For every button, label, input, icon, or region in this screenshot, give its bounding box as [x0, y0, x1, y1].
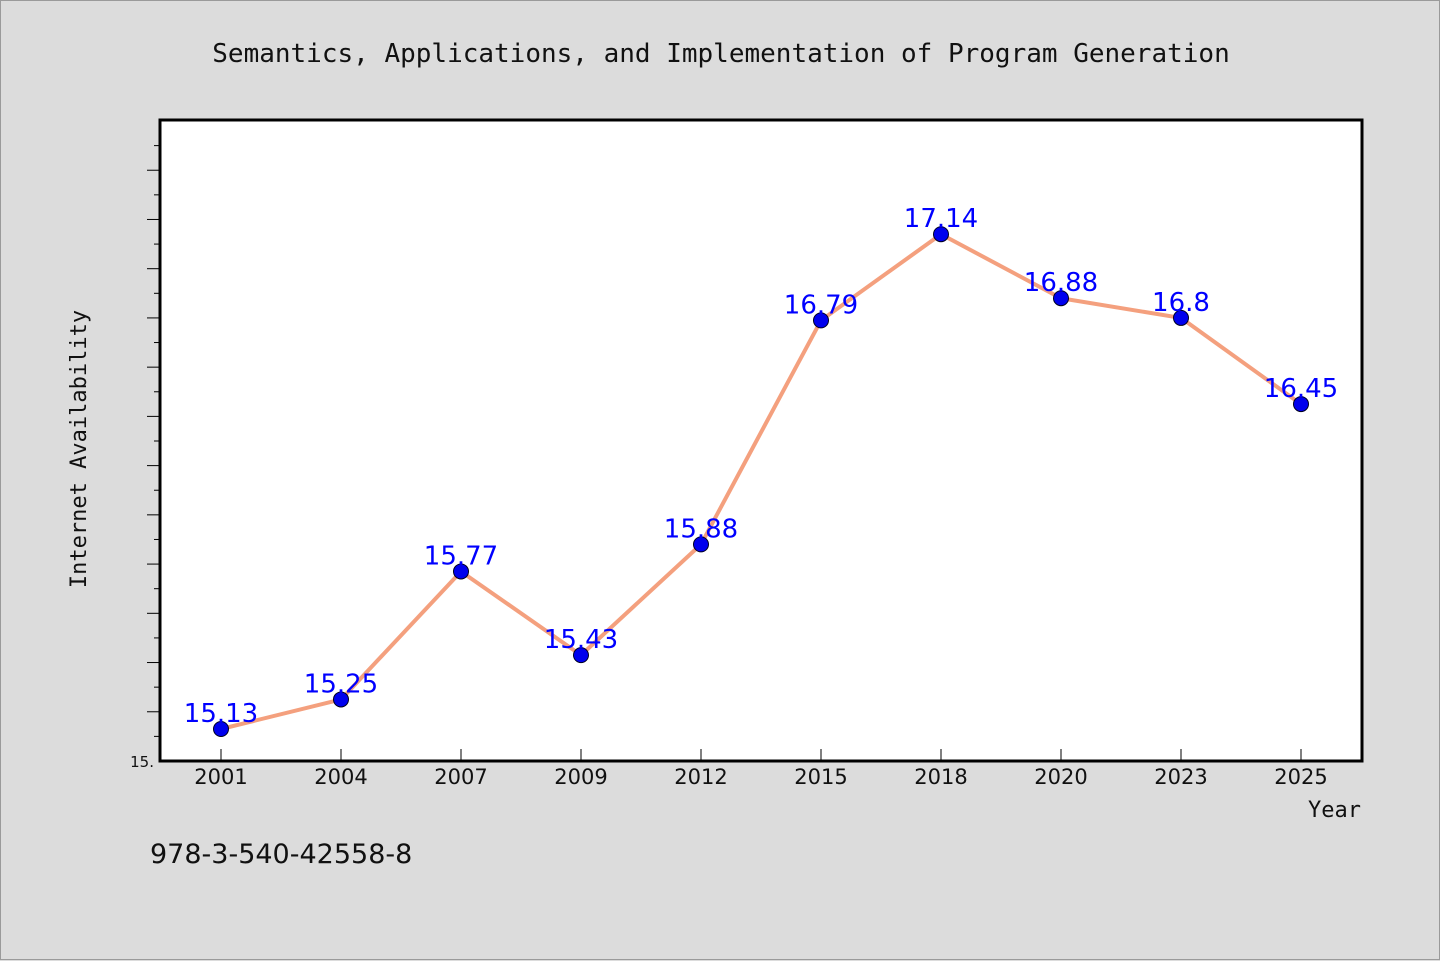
- data-point-marker: [213, 721, 229, 737]
- data-point-marker: [1053, 290, 1069, 307]
- x-tick-label: 2015: [794, 765, 847, 789]
- x-tick-label: 2018: [914, 765, 967, 789]
- chart-title: Semantics, Applications, and Implementat…: [212, 39, 1229, 69]
- x-tick-label: 2009: [554, 765, 607, 789]
- data-point-label: 16.45: [1264, 374, 1338, 404]
- x-axis-tick-labels: 2001 2004 2007 2009 2012 2015 2018 2020 2023 2025: [194, 765, 1327, 789]
- x-tick-label: 2020: [1034, 765, 1087, 789]
- data-point-marker: [693, 536, 709, 553]
- data-point-marker: [1173, 309, 1189, 326]
- data-point-marker: [573, 647, 589, 664]
- x-tick-label: 2025: [1274, 765, 1327, 789]
- data-point-label: 15.13: [184, 699, 258, 729]
- data-labels: 15.13 15.25 15.77 15.43 15.88 16.79 17.14 16.88…: [184, 204, 1338, 729]
- x-axis-label: Year: [1308, 798, 1361, 823]
- x-tick-label: 2012: [674, 765, 727, 789]
- data-point-label: 17.14: [904, 204, 978, 234]
- data-point-marker: [813, 312, 829, 329]
- x-tick-label: 2004: [314, 765, 367, 789]
- data-point-label: 16.88: [1024, 268, 1098, 298]
- data-point-marker: [1293, 396, 1309, 413]
- series-line: [219, 232, 1303, 731]
- isbn-text: 978-3-540-42558-8: [150, 839, 412, 870]
- data-point-label: 16.8: [1152, 288, 1210, 318]
- data-point-label: 15.88: [664, 514, 738, 544]
- series-markers: [213, 226, 1309, 737]
- y-axis-ticks: [147, 145, 161, 737]
- data-point-marker: [933, 226, 949, 243]
- data-point-marker: [453, 563, 469, 580]
- x-axis-ticks: [220, 749, 1302, 761]
- y-tick-label: 15.: [130, 753, 154, 771]
- data-point-label: 15.43: [544, 625, 618, 655]
- y-axis-label: Internet Availability: [67, 310, 92, 588]
- data-point-label: 16.79: [784, 290, 858, 320]
- plot-area: [158, 118, 1364, 763]
- x-tick-label: 2001: [194, 765, 247, 789]
- data-point-label: 15.25: [304, 669, 378, 699]
- data-point-label: 15.77: [424, 541, 498, 571]
- data-point-marker: [333, 691, 349, 708]
- x-tick-label: 2007: [434, 765, 487, 789]
- x-tick-label: 2023: [1154, 765, 1207, 789]
